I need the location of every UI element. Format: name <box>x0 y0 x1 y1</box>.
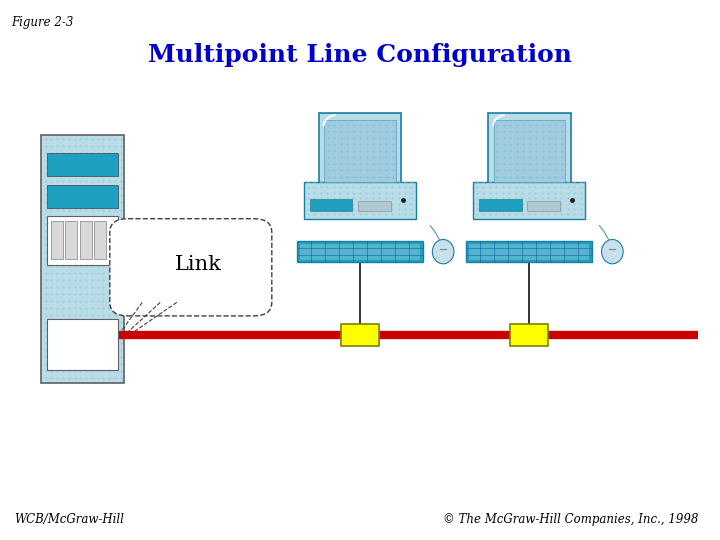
Bar <box>297 241 423 262</box>
Text: Multipoint Line Configuration: Multipoint Line Configuration <box>148 43 572 67</box>
Ellipse shape <box>432 240 454 264</box>
Bar <box>48 185 118 208</box>
Bar <box>467 241 593 262</box>
Ellipse shape <box>602 240 623 264</box>
Bar <box>50 221 63 259</box>
Text: © The McGraw-Hill Companies, Inc., 1998: © The McGraw-Hill Companies, Inc., 1998 <box>443 514 698 526</box>
Bar <box>341 324 379 346</box>
Text: Link: Link <box>174 255 222 274</box>
Bar <box>300 244 420 260</box>
Bar <box>494 120 565 182</box>
Bar <box>304 182 416 219</box>
Bar <box>358 201 391 211</box>
Bar <box>80 221 92 259</box>
Bar <box>310 199 352 211</box>
Bar <box>66 221 78 259</box>
Bar <box>48 153 118 176</box>
Bar <box>319 113 402 186</box>
Text: Figure 2-3: Figure 2-3 <box>11 16 73 29</box>
Bar <box>469 244 590 260</box>
Bar <box>474 182 585 219</box>
Bar <box>527 201 560 211</box>
Bar <box>488 113 571 186</box>
Bar <box>48 319 118 370</box>
FancyBboxPatch shape <box>110 219 272 316</box>
Bar <box>510 324 548 346</box>
FancyBboxPatch shape <box>42 135 125 383</box>
Text: WCB/McGraw-Hill: WCB/McGraw-Hill <box>14 514 125 526</box>
Bar <box>94 221 107 259</box>
Bar <box>480 199 521 211</box>
Bar <box>48 216 118 265</box>
Bar <box>324 120 396 182</box>
